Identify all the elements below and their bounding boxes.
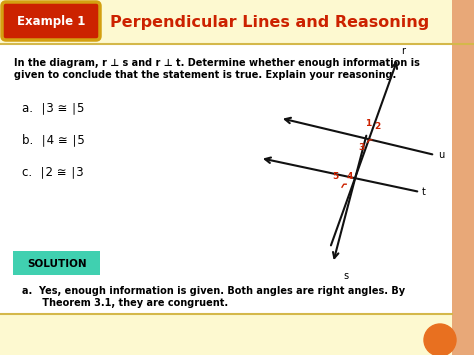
Text: 1: 1 <box>365 119 371 128</box>
Text: r: r <box>401 46 405 56</box>
Text: given to conclude that the statement is true. Explain your reasoning.: given to conclude that the statement is … <box>14 70 396 80</box>
FancyBboxPatch shape <box>13 251 100 275</box>
Text: Example 1: Example 1 <box>17 16 85 28</box>
Text: 5: 5 <box>333 172 339 181</box>
Text: b.  ∣4 ≅ ∣5: b. ∣4 ≅ ∣5 <box>22 133 85 147</box>
Text: c.  ∣2 ≅ ∣3: c. ∣2 ≅ ∣3 <box>22 165 83 179</box>
Text: t: t <box>422 187 426 197</box>
FancyBboxPatch shape <box>0 0 474 44</box>
Text: Theorem 3.1, they are congruent.: Theorem 3.1, they are congruent. <box>22 298 228 308</box>
Circle shape <box>424 324 456 355</box>
Text: a.  Yes, enough information is given. Both angles are right angles. By: a. Yes, enough information is given. Bot… <box>22 286 405 296</box>
FancyBboxPatch shape <box>452 0 474 355</box>
FancyBboxPatch shape <box>0 314 452 355</box>
Text: u: u <box>438 150 444 160</box>
Text: s: s <box>343 271 348 281</box>
Text: In the diagram, r ⊥ s and r ⊥ t. Determine whether enough information is: In the diagram, r ⊥ s and r ⊥ t. Determi… <box>14 58 420 68</box>
Text: 2: 2 <box>374 122 380 131</box>
Text: 4: 4 <box>347 172 354 181</box>
FancyBboxPatch shape <box>2 2 100 40</box>
FancyBboxPatch shape <box>0 44 452 314</box>
Text: 3: 3 <box>359 143 365 152</box>
Text: Perpendicular Lines and Reasoning: Perpendicular Lines and Reasoning <box>110 15 429 29</box>
Text: a.  ∣3 ≅ ∣5: a. ∣3 ≅ ∣5 <box>22 102 84 115</box>
Text: SOLUTION: SOLUTION <box>27 259 87 269</box>
